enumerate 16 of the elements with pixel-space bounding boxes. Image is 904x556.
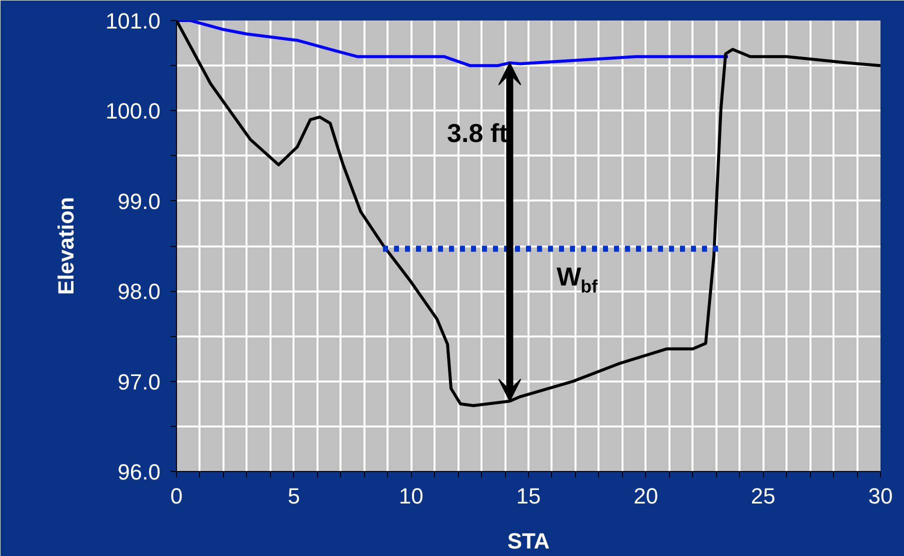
x-axis-title: STA [507,528,550,554]
x-tick-label: 30 [868,484,893,508]
x-tick-label: 10 [398,484,424,508]
y-axis-title: Elevation [53,197,78,295]
x-tick-label: 25 [750,484,776,508]
y-tick-label: 101.0 [105,8,161,34]
y-tick-label: 96.0 [118,460,161,484]
y-tick-label: 98.0 [118,279,161,304]
x-tick-label: 20 [634,484,658,508]
annotation: 3.8 ft [447,118,508,148]
x-tick-label: 0 [170,484,183,508]
y-tick-label: 99.0 [118,188,161,214]
y-tick-label: 100.0 [105,98,161,124]
x-tick-label: 5 [288,484,300,508]
y-tick-label: 97.0 [118,369,161,394]
x-tick-label: 15 [516,484,541,508]
